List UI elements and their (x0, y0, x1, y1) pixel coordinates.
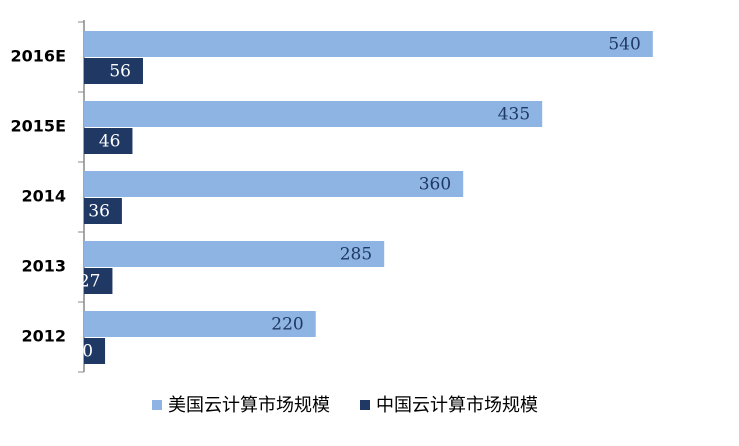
data-label: 36 (88, 202, 110, 222)
bar (84, 311, 316, 337)
bar (84, 128, 133, 154)
legend-label: 美国云计算市场规模 (168, 395, 330, 416)
data-label: 540 (608, 35, 640, 55)
data-label: 360 (419, 175, 451, 195)
bar (84, 101, 543, 127)
y-tick-label: 2014 (21, 187, 66, 206)
bar (84, 241, 385, 267)
data-label: 435 (498, 105, 530, 125)
bar (84, 171, 464, 197)
bar (84, 58, 143, 84)
y-tick-label: 2013 (21, 257, 66, 276)
data-label: 56 (109, 62, 131, 82)
legend-marker (360, 400, 370, 410)
data-label: 285 (340, 245, 372, 265)
legend-marker (152, 400, 162, 410)
data-label: 220 (271, 315, 303, 335)
data-label: 20 (71, 342, 93, 362)
y-tick-label: 2016E (11, 47, 66, 66)
data-label: 27 (79, 272, 101, 292)
bar (84, 31, 653, 57)
y-tick-label: 2012 (21, 327, 66, 346)
y-tick-label: 2015E (11, 117, 66, 136)
bar (84, 338, 106, 364)
bar (84, 198, 122, 224)
data-label: 46 (99, 132, 121, 152)
legend-label: 中国云计算市场规模 (376, 395, 538, 416)
bar (84, 268, 113, 294)
